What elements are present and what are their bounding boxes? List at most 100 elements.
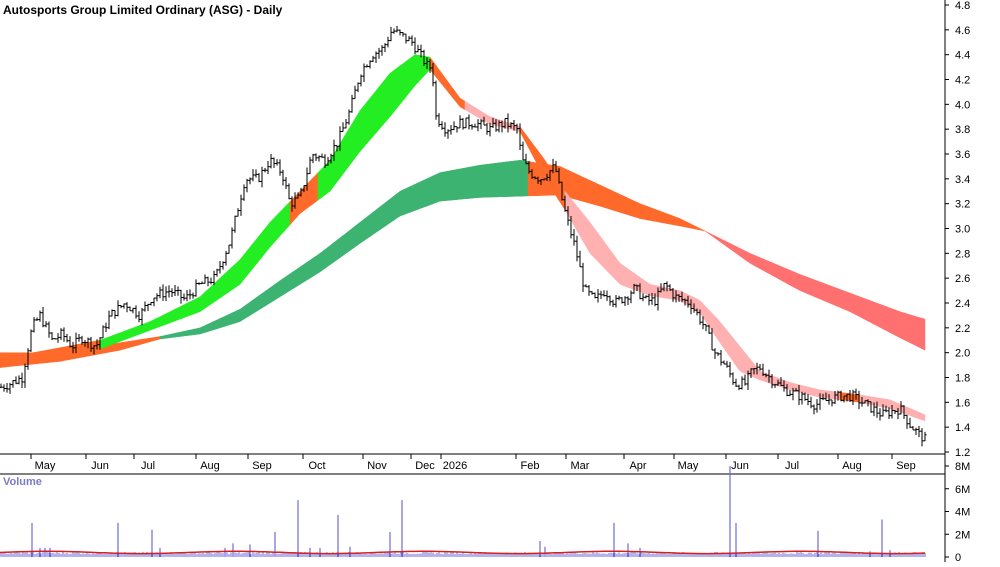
price-bar bbox=[335, 145, 339, 152]
price-bar bbox=[668, 284, 672, 291]
price-bar bbox=[818, 393, 822, 410]
price-bar bbox=[509, 122, 513, 129]
price-bar bbox=[410, 35, 414, 46]
price-bar bbox=[188, 289, 192, 300]
time-tick-label: Aug bbox=[200, 460, 220, 472]
price-bar bbox=[806, 393, 810, 406]
price-bar bbox=[149, 301, 153, 306]
price-bar bbox=[569, 216, 573, 239]
price-bar bbox=[824, 392, 828, 402]
price-bar bbox=[461, 118, 465, 130]
price-bar bbox=[41, 306, 45, 328]
price-bar bbox=[482, 116, 486, 126]
price-bar bbox=[848, 390, 852, 402]
price-bar bbox=[80, 335, 84, 345]
price-bar bbox=[677, 294, 681, 302]
price-bar bbox=[338, 126, 342, 151]
price-bar bbox=[152, 297, 156, 307]
price-bar bbox=[218, 261, 222, 274]
price-bar bbox=[53, 338, 57, 340]
price-bar bbox=[365, 64, 369, 68]
price-bar bbox=[419, 44, 423, 58]
price-bar bbox=[239, 194, 243, 216]
price-bar bbox=[155, 293, 159, 302]
price-bar bbox=[830, 399, 834, 407]
price-bar bbox=[83, 340, 87, 347]
price-bar bbox=[548, 170, 552, 182]
time-tick-label: Sep bbox=[252, 460, 272, 472]
price-bar bbox=[503, 117, 507, 129]
price-bar bbox=[914, 427, 918, 435]
price-bar bbox=[404, 33, 408, 44]
price-bar bbox=[242, 184, 246, 201]
price-bar bbox=[479, 119, 483, 130]
price-bar bbox=[266, 160, 270, 175]
price-bar bbox=[170, 288, 174, 297]
price-bar bbox=[5, 383, 9, 393]
price-bar bbox=[764, 373, 768, 378]
price-bar bbox=[833, 391, 837, 405]
price-bar bbox=[65, 333, 69, 343]
price-tick-label: 3.0 bbox=[955, 224, 970, 236]
price-bar bbox=[356, 82, 360, 93]
price-bar bbox=[314, 153, 318, 162]
price-tick-label: 1.6 bbox=[955, 397, 970, 409]
price-bar bbox=[473, 123, 477, 128]
price-bar bbox=[758, 363, 762, 371]
price-bar bbox=[773, 383, 777, 388]
price-bar bbox=[383, 43, 387, 53]
price-bar bbox=[176, 286, 180, 296]
price-bar bbox=[428, 59, 432, 73]
price-bar bbox=[449, 125, 453, 135]
price-bar bbox=[527, 160, 531, 174]
price-bar bbox=[254, 169, 258, 178]
price-bar bbox=[605, 290, 609, 301]
price-bar bbox=[362, 63, 366, 82]
price-bar bbox=[122, 303, 126, 309]
price-bar bbox=[539, 178, 543, 186]
price-bar bbox=[113, 309, 117, 319]
price-bar bbox=[641, 293, 645, 302]
price-bar bbox=[302, 185, 306, 193]
price-bar bbox=[179, 289, 183, 304]
price-bar bbox=[278, 159, 282, 176]
price-bar bbox=[719, 350, 723, 366]
time-tick-label: 2026 bbox=[443, 460, 467, 472]
price-bar bbox=[350, 94, 354, 113]
price-bar bbox=[770, 374, 774, 389]
price-bar bbox=[413, 37, 417, 55]
price-bar bbox=[854, 388, 858, 400]
price-bar bbox=[752, 368, 756, 375]
price-bar bbox=[200, 281, 204, 285]
price-tick-label: 4.0 bbox=[955, 99, 970, 111]
price-bar bbox=[740, 376, 744, 390]
price-bar bbox=[557, 168, 561, 184]
price-bar bbox=[551, 158, 555, 174]
price-bar bbox=[536, 176, 540, 184]
price-bar bbox=[431, 62, 435, 87]
price-bar bbox=[593, 292, 597, 299]
price-bar bbox=[875, 401, 879, 418]
price-bar bbox=[737, 384, 741, 391]
time-tick-label: May bbox=[678, 460, 699, 472]
price-bar bbox=[95, 339, 99, 350]
price-bar bbox=[296, 192, 300, 199]
price-bar bbox=[632, 283, 636, 294]
price-bar bbox=[896, 407, 900, 420]
price-bar bbox=[74, 332, 78, 354]
price-bar bbox=[803, 392, 807, 401]
price-bar bbox=[368, 60, 372, 69]
price-bar bbox=[416, 44, 420, 53]
price-bar bbox=[425, 57, 429, 69]
price-tick-label: 1.8 bbox=[955, 373, 970, 385]
price-bar bbox=[836, 390, 840, 401]
price-bar bbox=[2, 384, 6, 392]
price-bar bbox=[497, 120, 501, 133]
price-bar bbox=[359, 74, 363, 87]
price-bar bbox=[851, 389, 855, 406]
price-bar bbox=[293, 192, 297, 209]
price-bar bbox=[746, 370, 750, 391]
price-bar bbox=[911, 425, 915, 431]
chart-title: Autosports Group Limited Ordinary (ASG) … bbox=[3, 3, 283, 17]
price-bar bbox=[620, 297, 624, 304]
